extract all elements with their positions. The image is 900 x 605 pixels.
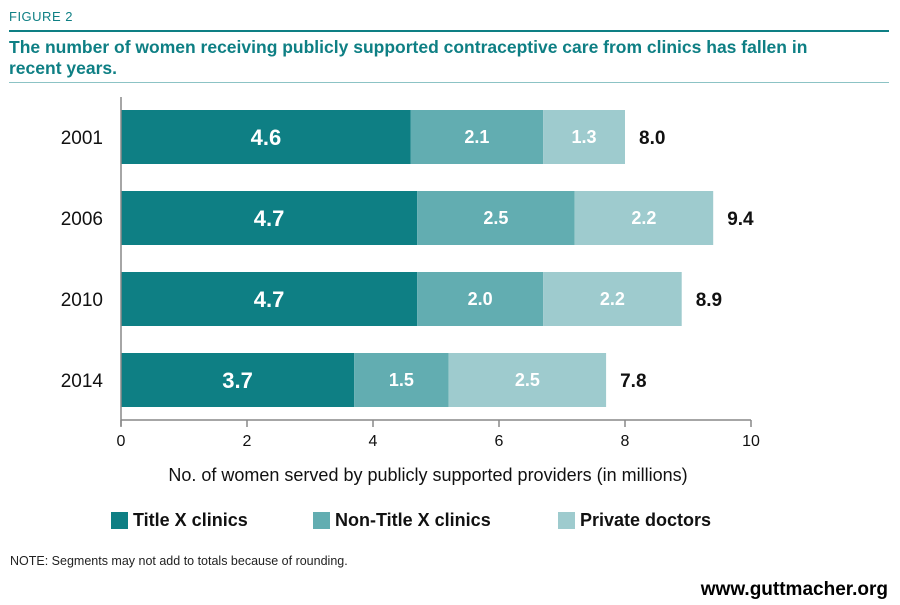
bar-segment-2014-2	[448, 353, 607, 407]
bar-value-label-2014-2: 2.5	[515, 370, 540, 390]
footnote: NOTE: Segments may not add to totals bec…	[10, 554, 348, 568]
title-rule-top	[9, 30, 889, 32]
legend-label-title-x: Title X clinics	[133, 510, 248, 530]
x-tick-label-2: 2	[243, 433, 252, 450]
x-tick-label-0: 0	[117, 433, 126, 450]
x-tick-label-6: 6	[495, 433, 504, 450]
legend-item-title-x: Title X clinics	[111, 510, 248, 531]
bar-segment-2010-1	[417, 272, 544, 326]
figure-label: FIGURE 2	[9, 9, 73, 24]
legend-item-non-title-x: Non-Title X clinics	[313, 510, 491, 531]
bar-value-label-2006-1: 2.5	[483, 208, 508, 228]
bar-value-label-2010-2: 2.2	[600, 289, 625, 309]
x-tick-label-8: 8	[621, 433, 630, 450]
bar-value-label-2010-1: 2.0	[468, 289, 493, 309]
chart-title: The number of women receiving publicly s…	[9, 37, 808, 78]
x-axis-label: No. of women served by publicly supporte…	[168, 465, 687, 485]
category-label-2006: 2006	[61, 209, 103, 230]
bar-segment-2014-0	[121, 353, 355, 407]
bar-value-label-2001-0: 4.6	[251, 125, 282, 150]
bar-segment-2010-0	[121, 272, 418, 326]
legend-swatch-private-doctors	[558, 512, 575, 529]
category-label-2001: 2001	[61, 128, 103, 149]
axes-layer: 0 2 4 6 8 10	[117, 97, 760, 450]
title-rule-bottom	[9, 82, 889, 83]
bar-segment-2006-2	[574, 191, 714, 245]
total-label-2014: 7.8	[620, 371, 646, 392]
bar-value-label-2001-1: 2.1	[464, 127, 489, 147]
bar-segment-2014-1	[354, 353, 449, 407]
total-label-2001: 8.0	[639, 128, 665, 149]
legend-label-non-title-x: Non-Title X clinics	[335, 510, 491, 530]
bar-value-label-2014-0: 3.7	[222, 368, 253, 393]
bar-segment-2001-0	[121, 110, 411, 164]
legend-label-private-doctors: Private doctors	[580, 510, 712, 530]
x-tick-label-4: 4	[369, 433, 378, 450]
x-tick-label-10: 10	[742, 433, 760, 450]
total-label-2006: 9.4	[727, 209, 754, 230]
source-url: www.guttmacher.org	[700, 579, 888, 600]
bar-segment-2010-2	[543, 272, 682, 326]
legend: Title X clinics Non-Title X clinics Priv…	[111, 510, 811, 532]
total-label-2010: 8.9	[696, 290, 722, 311]
bar-value-label-2006-2: 2.2	[631, 208, 656, 228]
category-label-2014: 2014	[61, 371, 104, 392]
bar-segment-2006-0	[121, 191, 418, 245]
bar-segment-2001-1	[410, 110, 544, 164]
bar-value-label-2014-1: 1.5	[389, 370, 414, 390]
bar-segment-2006-1	[417, 191, 575, 245]
bar-segment-2001-2	[543, 110, 625, 164]
category-label-2010: 2010	[61, 290, 103, 311]
legend-swatch-title-x	[111, 512, 128, 529]
bar-value-label-2006-0: 4.7	[254, 206, 285, 231]
bar-value-label-2001-2: 1.3	[572, 127, 597, 147]
bars-layer: 2001 4.6 2.1 1.3 8.0 2006 4.7 2.5 2.2 9.4 2010 4.7 2…	[61, 110, 754, 407]
legend-item-private-doctors: Private doctors	[558, 510, 711, 531]
legend-swatch-non-title-x	[313, 512, 330, 529]
bar-value-label-2010-0: 4.7	[254, 287, 285, 312]
